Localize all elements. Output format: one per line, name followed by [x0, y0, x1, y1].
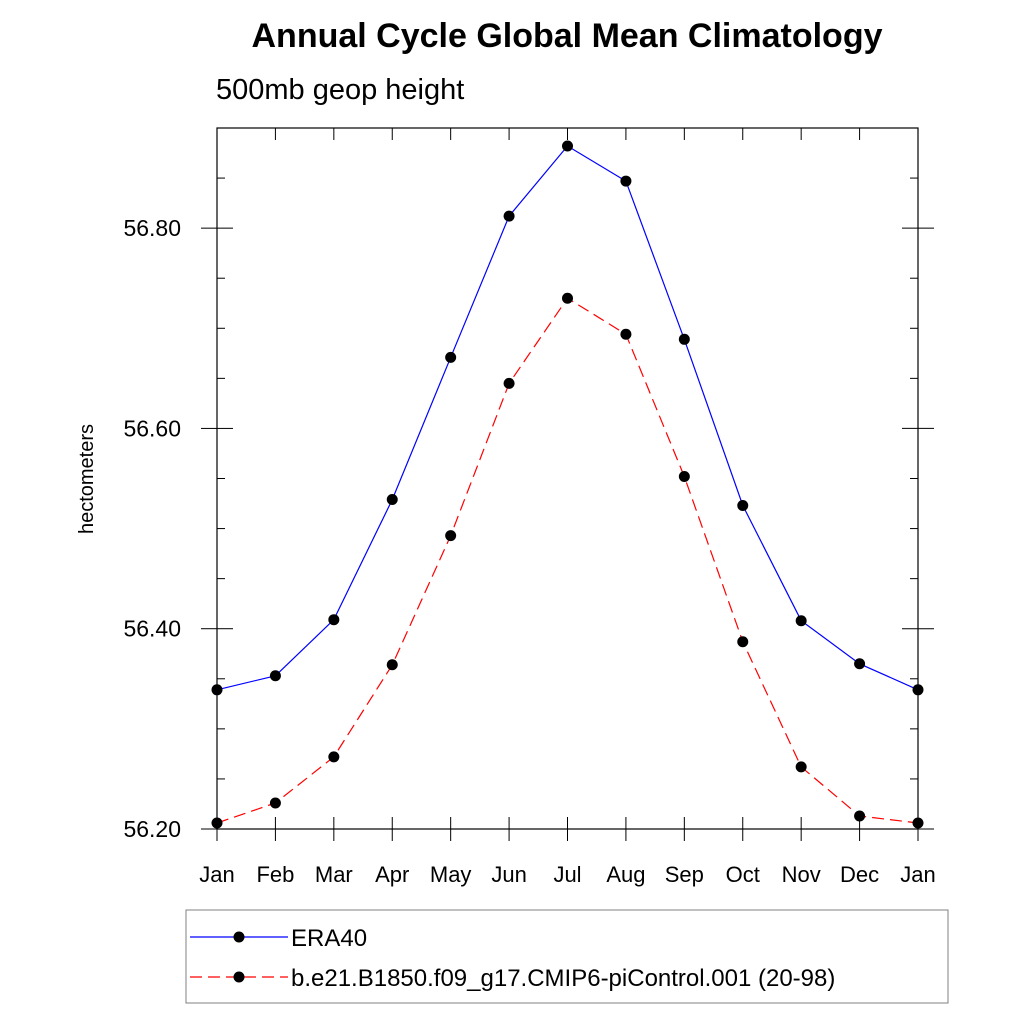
data-point-series-1: [562, 140, 573, 152]
series-line-2: [216, 297, 919, 824]
y-tick-label: 56.40: [123, 616, 181, 642]
data-point-series-2: [211, 817, 223, 829]
chart-title: Annual Cycle Global Mean Climatology: [252, 17, 883, 55]
data-point-series-2: [912, 817, 924, 829]
data-point-series-2: [503, 377, 515, 389]
data-point-series-2: [562, 292, 573, 304]
series-lines: [216, 145, 919, 824]
x-tick-label: Dec: [840, 862, 879, 887]
data-point-series-1: [912, 684, 924, 696]
x-tick-label: Oct: [726, 862, 760, 887]
legend: ERA40 b.e21.B1850.f09_g17.CMIP6-piControl…: [190, 925, 835, 992]
chart-subtitle: 500mb geop height: [216, 74, 464, 106]
y-tick-label: 56.20: [123, 816, 181, 842]
legend-box: [185, 909, 949, 1004]
data-point-series-1: [795, 615, 807, 627]
data-point-series-1: [269, 670, 281, 682]
y-tick-label: 56.60: [123, 415, 181, 441]
data-point-series-1: [503, 210, 515, 222]
x-tick-label: Nov: [782, 862, 821, 887]
x-tick-label: Sep: [665, 862, 704, 887]
y-axis-ticks: 56.20 56.40 56.60 56.80: [123, 127, 934, 842]
data-point-series-2: [328, 751, 340, 763]
data-point-series-2: [737, 636, 749, 648]
x-tick-label: Jan: [199, 862, 234, 887]
x-tick-label: May: [430, 862, 472, 887]
data-point-series-1: [445, 351, 457, 363]
x-tick-label: Mar: [315, 862, 353, 887]
legend-label-2: b.e21.B1850.f09_g17.CMIP6-piControl.001 …: [291, 965, 835, 992]
data-point-series-2: [269, 797, 281, 809]
data-point-series-1: [211, 684, 223, 696]
legend-marker-2: [233, 971, 245, 983]
y-axis-label: hectometers: [76, 424, 98, 534]
data-point-series-2: [386, 659, 398, 671]
legend-marker-1: [233, 931, 245, 943]
x-axis-ticks: Jan Feb Mar Apr May Jun Jul Aug Sep Oct Nov Dec Jan: [199, 128, 936, 887]
series-points: [211, 140, 924, 829]
data-point-series-1: [328, 614, 340, 626]
x-tick-label: Feb: [256, 862, 294, 887]
y-tick-label: 56.80: [123, 215, 181, 241]
data-point-series-2: [678, 470, 690, 482]
data-point-series-2: [445, 530, 457, 542]
x-tick-label: Aug: [606, 862, 645, 887]
x-tick-label: Jun: [491, 862, 526, 887]
data-point-series-1: [620, 175, 632, 187]
x-tick-label: Apr: [375, 862, 409, 887]
data-point-series-1: [386, 494, 398, 506]
data-point-series-1: [854, 658, 866, 670]
data-point-series-2: [620, 328, 632, 340]
legend-label-1: ERA40: [291, 925, 367, 952]
data-point-series-2: [795, 761, 807, 773]
plot-frame: [216, 127, 919, 830]
data-point-series-1: [678, 333, 690, 345]
x-tick-label: Jan: [900, 862, 935, 887]
data-point-series-1: [737, 500, 749, 512]
x-tick-label: Jul: [553, 862, 581, 887]
series-line-1: [216, 145, 919, 691]
data-point-series-2: [854, 810, 866, 822]
